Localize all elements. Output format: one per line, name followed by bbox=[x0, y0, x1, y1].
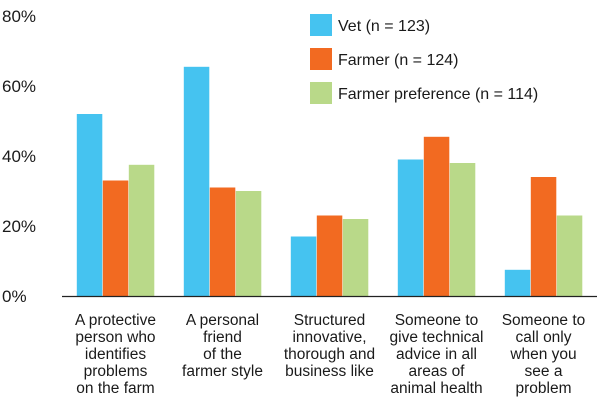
category-label-line: A personal bbox=[186, 312, 259, 329]
legend-swatch bbox=[310, 14, 332, 36]
legend-swatch bbox=[310, 48, 332, 70]
category-label: Someone to call only when you see a problem bbox=[502, 312, 586, 397]
bar-series-1-category-1 bbox=[209, 187, 236, 296]
category-label-line: on the farm bbox=[76, 380, 154, 397]
category-label-line: give technical bbox=[390, 329, 484, 346]
category-label-line: problems bbox=[84, 363, 148, 380]
bar-series-2-category-2 bbox=[342, 219, 369, 296]
category-label-line: Structured bbox=[294, 312, 366, 329]
category-label-line: A protective bbox=[75, 312, 156, 329]
y-tick-label: 40% bbox=[2, 147, 36, 166]
bar-series-1-category-0 bbox=[102, 180, 129, 296]
category-label-line: thorough and bbox=[284, 346, 375, 363]
category-label-line: when you bbox=[509, 346, 576, 363]
category-label-line: identifies bbox=[85, 346, 146, 363]
category-label-line: call only bbox=[516, 329, 572, 346]
legend-swatch bbox=[310, 82, 332, 104]
bar-series-0-category-3 bbox=[397, 159, 424, 296]
category-label: A personal friend of the farmer style bbox=[182, 312, 263, 380]
category-label: Someone to give technical advice in all are… bbox=[390, 312, 484, 397]
category-label-line: farmer style bbox=[182, 363, 263, 380]
bar-series-2-category-3 bbox=[449, 163, 476, 296]
bars bbox=[76, 66, 583, 297]
category-label-line: innovative, bbox=[292, 329, 366, 346]
legend-label: Farmer preference (n = 114) bbox=[338, 86, 538, 103]
category-label: Structured innovative, thorough and busines… bbox=[284, 312, 375, 380]
y-tick-label: 0% bbox=[2, 287, 27, 306]
category-label-line: advice in all bbox=[396, 346, 477, 363]
bar-series-0-category-0 bbox=[76, 114, 103, 296]
bar-series-1-category-3 bbox=[423, 136, 450, 297]
bar-series-0-category-2 bbox=[290, 236, 317, 296]
category-labels: A protective person who identifies problems… bbox=[75, 312, 585, 397]
category-label-line: business like bbox=[285, 363, 374, 380]
bar-series-0-category-4 bbox=[504, 269, 531, 297]
y-tick-label: 20% bbox=[2, 217, 36, 236]
bar-series-0-category-1 bbox=[183, 66, 210, 297]
y-tick-label: 80% bbox=[2, 7, 36, 26]
category-label-line: animal health bbox=[390, 380, 482, 397]
bar-series-2-category-4 bbox=[556, 215, 583, 296]
y-tick-label: 60% bbox=[2, 77, 36, 96]
category-label-line: areas of bbox=[408, 363, 465, 380]
category-label-line: person who bbox=[75, 329, 155, 346]
bar-series-2-category-1 bbox=[235, 191, 262, 296]
category-label-line: problem bbox=[516, 380, 572, 397]
bar-series-2-category-0 bbox=[128, 164, 155, 297]
category-label-line: friend bbox=[203, 329, 242, 346]
category-label: A protective person who identifies problems… bbox=[75, 312, 156, 397]
y-axis: 0% 20% 40% 60% 80% bbox=[2, 7, 36, 306]
legend-label: Farmer (n = 124) bbox=[338, 52, 458, 69]
bar-series-1-category-4 bbox=[530, 177, 557, 296]
category-label-line: Someone to bbox=[395, 312, 479, 329]
category-label-line: of the bbox=[203, 346, 242, 363]
legend-label: Vet (n = 123) bbox=[338, 18, 430, 35]
category-label-line: see a bbox=[525, 363, 563, 380]
bar-series-1-category-2 bbox=[316, 215, 343, 296]
legend: Vet (n = 123) Farmer (n = 124) Farmer pref… bbox=[310, 14, 538, 104]
category-label-line: Someone to bbox=[502, 312, 586, 329]
